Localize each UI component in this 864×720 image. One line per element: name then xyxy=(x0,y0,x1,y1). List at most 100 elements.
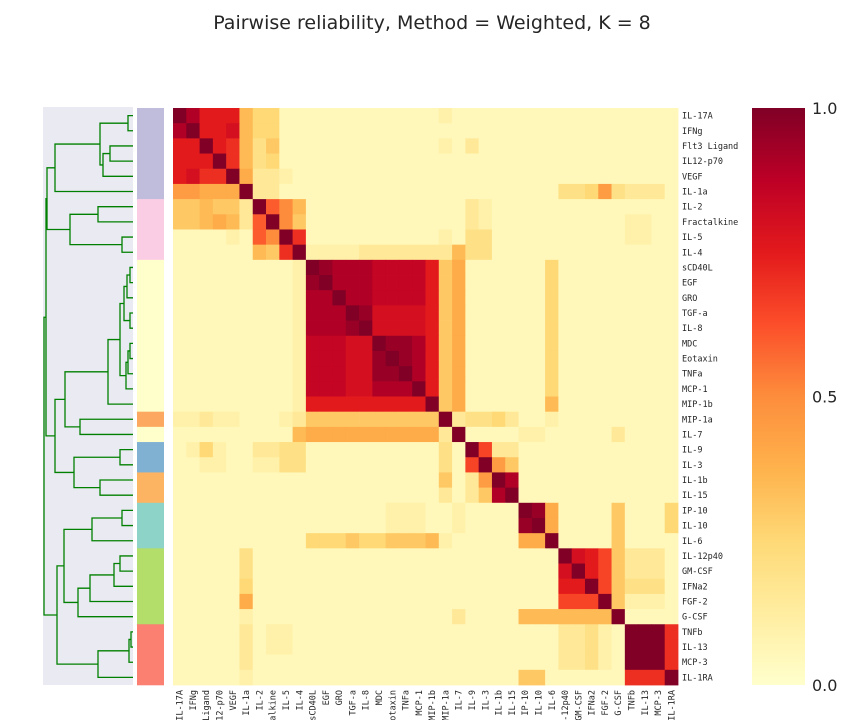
heatmap-cell xyxy=(571,563,586,580)
heatmap-cell xyxy=(398,396,413,413)
heatmap-cell xyxy=(584,502,599,519)
heatmap-cell xyxy=(199,457,214,473)
heatmap-cell xyxy=(305,669,320,686)
heatmap-cell xyxy=(345,244,360,261)
heatmap-cell xyxy=(279,108,294,124)
heatmap-cell xyxy=(385,123,400,139)
heatmap-cell xyxy=(531,624,546,640)
heatmap-cell xyxy=(305,275,320,291)
heatmap-cell xyxy=(212,517,227,534)
heatmap-cell xyxy=(465,183,480,200)
heatmap-cell xyxy=(598,517,612,534)
heatmap-cell xyxy=(425,244,440,261)
heatmap-cell xyxy=(518,108,533,124)
heatmap-cell xyxy=(598,442,612,458)
heatmap-cell xyxy=(385,275,400,291)
heatmap-cell xyxy=(359,639,373,656)
heatmap-cell xyxy=(412,533,426,549)
heatmap-cell xyxy=(266,381,280,397)
heatmap-cell xyxy=(465,502,480,519)
heatmap-cell xyxy=(319,290,333,306)
heatmap-cell xyxy=(239,411,254,428)
heatmap-cell xyxy=(332,229,347,246)
heatmap-cell xyxy=(279,654,294,671)
heatmap-cell xyxy=(452,396,466,413)
heatmap-cell xyxy=(345,153,360,170)
heatmap-cell xyxy=(345,533,360,549)
heatmap-cell xyxy=(173,123,187,139)
heatmap-cell xyxy=(319,275,333,291)
heatmap-cell xyxy=(425,609,440,625)
heatmap-cell xyxy=(518,593,533,610)
heatmap-cell xyxy=(664,669,679,686)
heatmap-cell xyxy=(545,244,559,261)
heatmap-cell xyxy=(186,381,200,397)
heatmap-cell xyxy=(305,153,320,170)
heatmap-cell xyxy=(398,426,413,443)
heatmap-cell xyxy=(571,153,586,170)
heatmap-cell xyxy=(465,442,480,458)
heatmap-cell xyxy=(412,350,426,367)
heatmap-cell xyxy=(412,275,426,291)
heatmap-cell xyxy=(212,108,227,124)
heatmap-cell xyxy=(531,563,546,580)
heatmap-cell xyxy=(292,426,307,443)
heatmap-cell xyxy=(558,214,573,230)
heatmap-cell xyxy=(359,578,373,595)
heatmap-cell xyxy=(212,457,227,473)
heatmap-cell xyxy=(478,624,493,640)
heatmap-cell xyxy=(212,305,227,321)
heatmap-cell xyxy=(438,183,453,200)
heatmap-cell xyxy=(452,487,466,504)
heatmap-cell xyxy=(624,624,639,640)
heatmap-cell xyxy=(478,639,493,656)
heatmap-cell xyxy=(438,472,453,488)
heatmap-cell xyxy=(385,183,400,200)
heatmap-cell xyxy=(359,350,373,367)
heatmap-cell xyxy=(584,168,599,185)
heatmap-cell xyxy=(266,593,280,610)
heatmap-cell xyxy=(305,214,320,230)
heatmap-cell xyxy=(319,624,333,640)
heatmap-cell xyxy=(491,472,506,488)
heatmap-cell xyxy=(611,654,626,671)
heatmap-cell xyxy=(398,183,413,200)
heatmap-cell xyxy=(505,502,519,519)
heatmap-cell xyxy=(545,199,559,215)
heatmap-cell xyxy=(611,290,626,306)
heatmap-cell xyxy=(412,593,426,610)
heatmap-cell xyxy=(212,442,227,458)
heatmap-cell xyxy=(638,199,652,215)
colorbar-tick-label: 1.0 xyxy=(812,99,837,118)
heatmap-cell xyxy=(438,290,453,306)
heatmap-cell xyxy=(638,487,652,504)
heatmap-cell xyxy=(372,396,387,413)
heatmap-cell xyxy=(584,578,599,595)
heatmap-cell xyxy=(199,396,214,413)
heatmap-cell xyxy=(385,153,400,170)
heatmap-cell xyxy=(199,138,214,154)
heatmap-cell xyxy=(465,366,480,382)
heatmap-cell xyxy=(199,229,214,246)
heatmap-cell xyxy=(545,320,559,337)
heatmap-cell xyxy=(345,442,360,458)
heatmap-cell xyxy=(412,426,426,443)
heatmap-cell xyxy=(558,123,573,139)
colorbar-tick-label: 0.0 xyxy=(812,676,837,695)
heatmap-cell xyxy=(332,335,347,352)
heatmap-cell xyxy=(545,350,559,367)
heatmap-cell xyxy=(505,381,519,397)
heatmap-cell xyxy=(319,639,333,656)
heatmap-cell xyxy=(279,639,294,656)
heatmap-cell xyxy=(345,578,360,595)
heatmap-cell xyxy=(531,578,546,595)
heatmap-cell xyxy=(199,183,214,200)
heatmap-cell xyxy=(611,320,626,337)
heatmap-cell xyxy=(199,639,214,656)
heatmap-cell xyxy=(518,502,533,519)
heatmap-cell xyxy=(385,138,400,154)
heatmap-cell xyxy=(571,426,586,443)
heatmap-cell xyxy=(173,244,187,261)
heatmap-cell xyxy=(385,442,400,458)
heatmap-cell xyxy=(186,593,200,610)
